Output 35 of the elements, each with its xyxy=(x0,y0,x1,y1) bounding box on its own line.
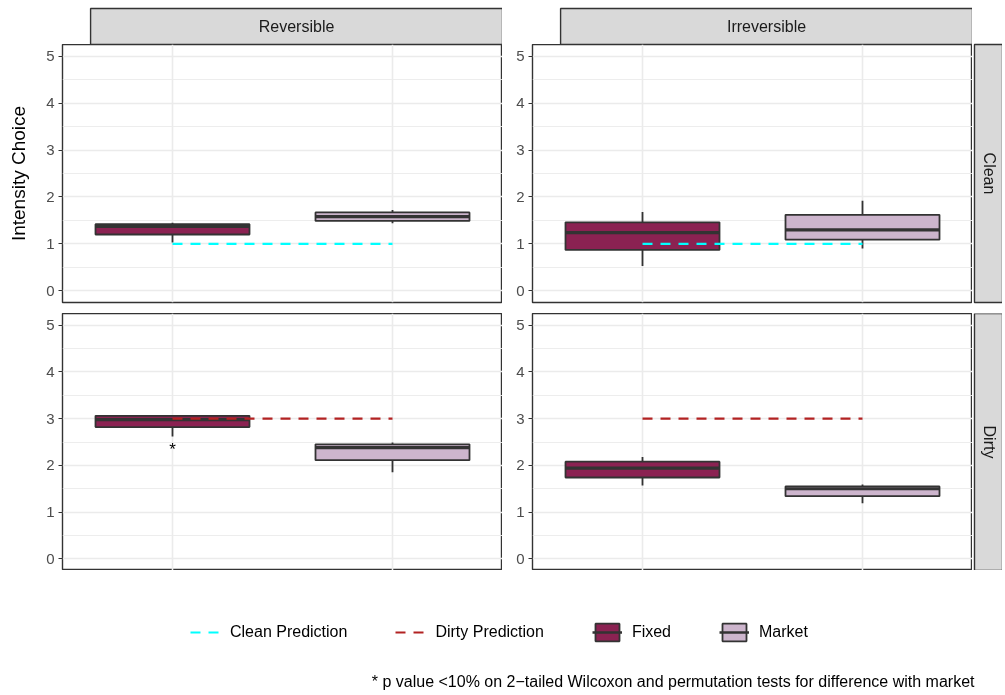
chart-title: Irreversible xyxy=(726,18,807,35)
y-tick-label: 1 xyxy=(516,234,525,252)
y-tick-label: 4 xyxy=(516,362,525,380)
y-tick-label: 0 xyxy=(46,281,55,299)
legend-label: Fixed xyxy=(631,622,672,642)
y-tick-label: 3 xyxy=(516,141,525,159)
y-tick-label: 4 xyxy=(46,362,55,380)
y-tick-label: 1 xyxy=(516,503,525,521)
y-tick-label: 3 xyxy=(46,141,55,159)
y2-axis-title: Clean xyxy=(981,152,998,195)
y-tick-label: 4 xyxy=(46,94,55,112)
y-tick-label: 0 xyxy=(516,549,525,567)
chart-title: Reversible xyxy=(258,18,335,35)
y2-axis-title: Dirty xyxy=(981,425,998,459)
y-axis-title: Intensity Choice xyxy=(8,105,29,242)
y-tick-label: 2 xyxy=(46,187,55,205)
y-tick-label: 0 xyxy=(516,281,525,299)
legend-label: Clean Prediction xyxy=(230,622,348,642)
y-tick-label: 3 xyxy=(46,409,55,427)
annotation: * xyxy=(169,440,177,460)
y-tick-label: 2 xyxy=(516,187,525,205)
y-tick-label: 5 xyxy=(46,47,55,65)
legend-label: Market xyxy=(759,622,808,642)
y-tick-label: 2 xyxy=(516,456,525,474)
y-tick-label: 1 xyxy=(46,503,55,521)
y-tick-label: 1 xyxy=(46,234,55,252)
y-tick-label: 3 xyxy=(516,409,525,427)
y-tick-label: 5 xyxy=(46,316,55,334)
legend-label: Dirty Prediction xyxy=(435,622,544,642)
y-tick-label: 5 xyxy=(516,316,525,334)
y-tick-label: 0 xyxy=(46,549,55,567)
text: * p value <10% on 2−tailed Wilcoxon and permutation tests for difference with market xyxy=(371,673,976,690)
y-tick-label: 2 xyxy=(46,456,55,474)
y-tick-label: 4 xyxy=(516,94,525,112)
y-tick-label: 5 xyxy=(516,47,525,65)
